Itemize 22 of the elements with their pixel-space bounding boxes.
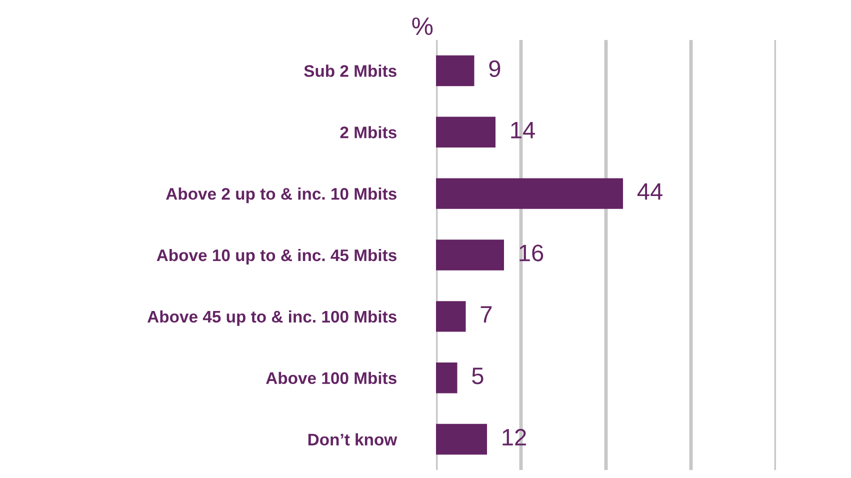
bar [436,301,466,332]
y-tick-label: Above 45 up to & inc. 100 Mbits [147,310,396,326]
bar [436,240,504,270]
bar [436,362,458,394]
data-label: 7 [480,306,492,323]
y-tick-label: Above 2 up to & inc. 10 Mbits [166,188,396,204]
bar [436,424,487,455]
bar [436,55,474,86]
x-axis-title: % [412,17,433,35]
y-tick-label: Sub 2 Mbits [304,64,396,77]
data-label: 9 [489,60,500,78]
y-tick-label: Above 10 up to & inc. 45 Mbits [156,248,396,264]
y-tick-label: 2 Mbits [340,126,396,138]
bar [436,178,623,209]
data-label: 16 [520,244,544,262]
y-tick-label: Above 100 Mbits [266,372,396,384]
data-label: 44 [637,183,662,200]
data-label: 5 [472,368,484,384]
y-tick-label: Don’t know [308,433,398,446]
data-label: 14 [511,122,535,138]
data-label: 12 [502,428,526,446]
bar [436,116,496,148]
